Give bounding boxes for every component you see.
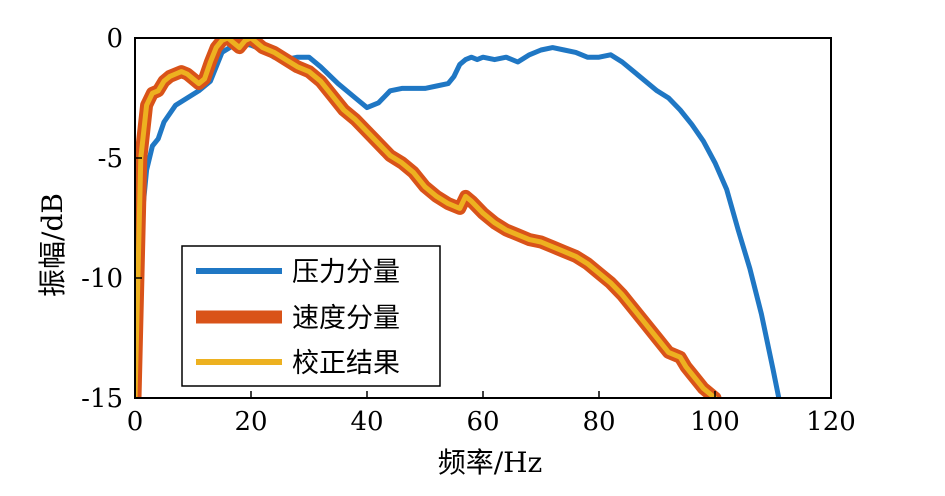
legend-label-corrected: 校正结果 — [292, 348, 400, 379]
y-tick-label: -15 — [81, 384, 123, 414]
series-layer — [135, 38, 782, 398]
x-axis-label: 频率/Hz — [438, 446, 543, 479]
legend-label-velocity: 速度分量 — [292, 303, 400, 334]
legend-label-pressure: 压力分量 — [292, 257, 400, 288]
y-tick-label: 0 — [106, 24, 123, 54]
legend: 压力分量 速度分量 校正结果 — [181, 245, 441, 387]
x-tick-label: 60 — [466, 407, 499, 437]
ticks-layer: 0 20 40 60 80 100 120 0 -5 -10 -15 — [81, 24, 856, 437]
y-tick-label: -5 — [98, 144, 123, 174]
x-tick-label: 0 — [127, 407, 144, 437]
series-line-pressure — [135, 40, 782, 398]
x-tick-label: 100 — [690, 407, 740, 437]
x-tick-label: 40 — [350, 407, 383, 437]
x-tick-label: 120 — [806, 407, 856, 437]
x-tick-label: 20 — [234, 407, 267, 437]
y-tick-label: -10 — [81, 264, 123, 294]
series-line-corrected — [135, 38, 718, 398]
y-axis-label: 振幅/dB — [36, 193, 69, 297]
x-tick-label: 80 — [582, 407, 615, 437]
